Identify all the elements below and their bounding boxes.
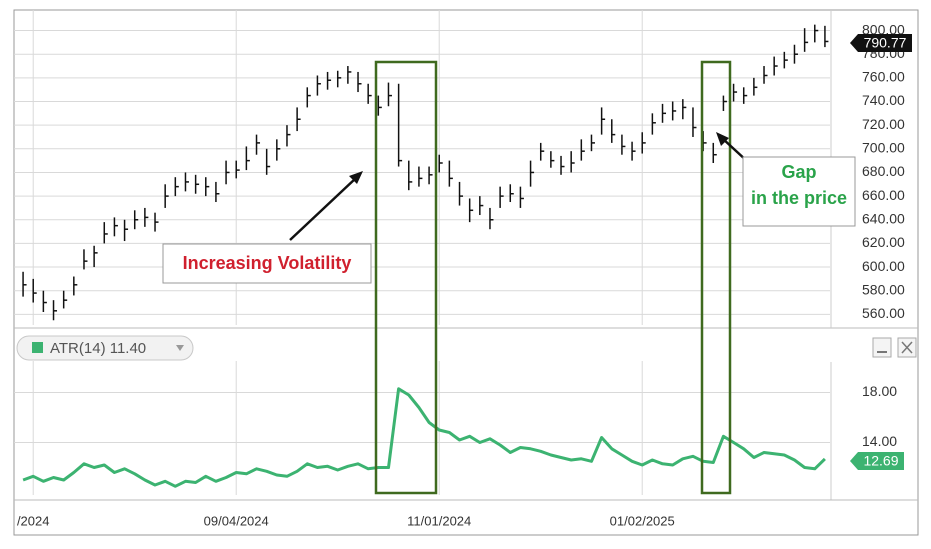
annotation-box — [742, 156, 856, 227]
arrow-head — [716, 132, 729, 146]
annotation: Increasing Volatility — [183, 253, 352, 273]
y-tick-label: 700.00 — [862, 140, 905, 156]
y-tick-label: 14.00 — [862, 433, 897, 449]
last-price-tag — [850, 34, 912, 52]
arrow-head — [349, 171, 363, 184]
last-price-label: 790.77 — [864, 35, 907, 51]
y-tick-label: 18.00 — [862, 383, 897, 399]
dropdown-caret[interactable] — [176, 345, 184, 351]
y-tick-label: 580.00 — [862, 281, 905, 297]
y-tick-label: 740.00 — [862, 92, 905, 108]
x-tick-label: /2024 — [17, 513, 50, 528]
x-tick-label: 11/01/2024 — [407, 513, 471, 528]
y-tick-label: 760.00 — [862, 69, 905, 85]
y-tick-label: 720.00 — [862, 116, 905, 132]
y-tick-label: 680.00 — [862, 163, 905, 179]
minimize-button[interactable] — [872, 337, 892, 358]
y-tick-label: 800.00 — [862, 21, 905, 37]
indicator-pill[interactable] — [16, 335, 194, 361]
y-tick-label: 660.00 — [862, 187, 905, 203]
last-atr-tag — [850, 452, 904, 470]
y-tick-label: 600.00 — [862, 258, 905, 274]
highlight-box — [374, 60, 438, 495]
annotation: Gap — [781, 162, 816, 182]
annotation-box — [162, 243, 372, 284]
atr-line — [22, 387, 826, 488]
annotation: in the price — [751, 188, 847, 208]
y-tick-label: 640.00 — [862, 210, 905, 226]
highlight-box — [700, 60, 732, 495]
y-tick-label: 620.00 — [862, 234, 905, 250]
grid: 560.00 580.00 600.00 620.00 640.00 660.00 680.… — [14, 10, 905, 528]
y-tick-label: 560.00 — [862, 305, 905, 321]
last-atr-label: 12.69 — [863, 453, 898, 469]
close-icon — [901, 341, 913, 354]
x-tick-label: 09/04/2024 — [204, 513, 269, 528]
arrow — [289, 177, 357, 241]
x-tick-label: 01/02/2025 — [610, 513, 675, 528]
indicator-swatch — [32, 342, 43, 353]
indicator-label: ATR(14) 11.40 — [50, 340, 146, 357]
